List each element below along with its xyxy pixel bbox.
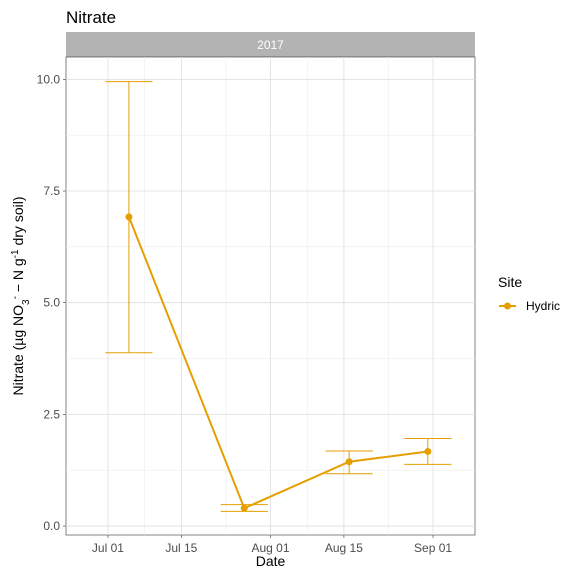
y-axis-title-sup1: - (10, 296, 21, 299)
y-axis-title-suffix: dry soil) (10, 197, 26, 250)
y-tick-label: 7.5 (43, 184, 60, 198)
data-point (424, 447, 432, 455)
y-axis: 0.0 2.5 5.0 7.5 10.0 (37, 72, 66, 533)
series-layer (105, 81, 452, 512)
x-axis: Jul 01 Jul 15 Aug 01 Aug 15 Sep 01 (92, 535, 452, 555)
y-tick-label: 10.0 (37, 72, 61, 86)
y-tick-label: 0.0 (43, 519, 60, 533)
legend-title: Site (498, 274, 522, 290)
y-tick-label: 2.5 (43, 407, 60, 421)
x-axis-title: Date (256, 553, 286, 569)
facet-strip (66, 32, 475, 57)
legend-label-hydric: Hydric (526, 299, 560, 313)
chart-title: Nitrate (66, 8, 116, 27)
legend-key-point (504, 302, 511, 310)
x-tick-label: Jul 15 (165, 541, 197, 555)
major-gridlines (66, 57, 475, 535)
series-line-hydric (127, 216, 428, 510)
x-tick-label: Sep 01 (414, 541, 452, 555)
data-point (125, 213, 133, 221)
y-axis-title-sub: 3 (21, 299, 32, 305)
y-axis-title-sup2: -1 (10, 249, 21, 258)
facet-strip-label: 2017 (257, 38, 284, 52)
x-tick-label: Aug 15 (325, 541, 363, 555)
data-point (345, 458, 353, 466)
y-axis-title-mid: − N g (10, 258, 26, 296)
x-tick-label: Aug 01 (251, 541, 289, 555)
y-axis-title: Nitrate (µg NO3- − N g-1 dry soil) (10, 197, 32, 396)
y-tick-label: 5.0 (43, 296, 60, 310)
y-axis-title-prefix: Nitrate (µg NO (10, 305, 26, 396)
legend: Site Hydric (498, 274, 560, 313)
x-tick-label: Jul 01 (92, 541, 124, 555)
data-point (240, 504, 248, 512)
